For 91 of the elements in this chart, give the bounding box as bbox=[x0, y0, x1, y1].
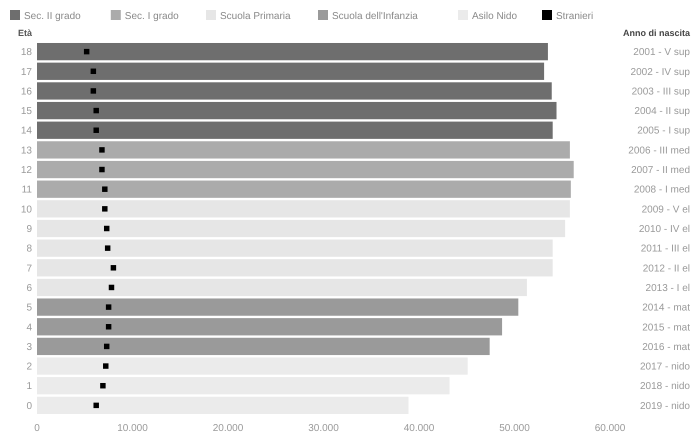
point bbox=[90, 68, 96, 74]
x-tick-label: 60.000 bbox=[594, 423, 626, 434]
point bbox=[102, 206, 108, 212]
y-tick-label: 1 bbox=[26, 381, 32, 392]
bar bbox=[37, 278, 527, 296]
y2-tick-label: 2009 - V el bbox=[642, 204, 690, 216]
y2-tick-label: 2010 - IV el bbox=[638, 224, 690, 235]
y2-tick-label: 2014 - mat bbox=[642, 302, 690, 314]
y-tick-label: 8 bbox=[26, 244, 32, 255]
y-tick-label: 12 bbox=[20, 165, 32, 176]
point bbox=[93, 128, 99, 133]
bar bbox=[37, 240, 553, 257]
legend-label: Scuola Primaria bbox=[220, 11, 292, 22]
y-tick-label: 7 bbox=[26, 263, 32, 274]
y-tick-label: 13 bbox=[20, 145, 32, 156]
legend-label: Asilo Nido bbox=[472, 11, 518, 22]
bar bbox=[37, 298, 518, 316]
point bbox=[100, 382, 106, 388]
bar bbox=[37, 62, 544, 80]
y-tick-label: 5 bbox=[26, 302, 32, 314]
y2-tick-label: 2006 - III med bbox=[628, 145, 690, 156]
bar bbox=[37, 377, 450, 394]
y2-tick-label: 2008 - I med bbox=[634, 184, 690, 196]
y-tick-label: 9 bbox=[26, 224, 32, 235]
legend-label: Stranieri bbox=[556, 11, 594, 22]
point bbox=[106, 324, 112, 330]
y-tick-label: 18 bbox=[20, 47, 32, 58]
bar bbox=[37, 82, 552, 100]
point bbox=[93, 108, 99, 114]
bar bbox=[37, 200, 570, 218]
bar bbox=[37, 318, 502, 336]
y2-tick-label: 2007 - II med bbox=[631, 165, 690, 176]
point bbox=[104, 245, 110, 251]
legend-label: Scuola dell'Infanzia bbox=[332, 11, 418, 22]
bar bbox=[37, 220, 566, 238]
point bbox=[84, 48, 90, 54]
y2-tick-label: 2004 - II sup bbox=[634, 106, 690, 118]
x-tick-label: 20.000 bbox=[212, 423, 244, 434]
x-tick-label: 0 bbox=[34, 423, 40, 434]
point bbox=[110, 265, 116, 271]
point bbox=[104, 226, 110, 232]
point bbox=[102, 186, 108, 192]
point bbox=[106, 304, 112, 310]
bar bbox=[37, 160, 574, 178]
y-tick-label: 2 bbox=[26, 362, 32, 373]
y-axis-title: Età bbox=[18, 28, 33, 38]
y-tick-label: 10 bbox=[20, 204, 32, 216]
y2-tick-label: 2017 - nido bbox=[640, 362, 690, 373]
y2-tick-label: 2015 - mat bbox=[642, 322, 690, 334]
y2-tick-label: 2012 - II el bbox=[642, 263, 690, 274]
point bbox=[103, 363, 108, 369]
y-tick-label: 17 bbox=[20, 66, 32, 78]
y-tick-label: 3 bbox=[26, 342, 32, 353]
y2-tick-label: 2018 - nido bbox=[640, 381, 690, 392]
bar bbox=[37, 42, 548, 60]
point bbox=[99, 166, 105, 172]
x-tick-label: 30.000 bbox=[308, 423, 340, 434]
y-tick-label: 4 bbox=[26, 322, 32, 334]
y-tick-label: 16 bbox=[20, 86, 32, 98]
bar bbox=[37, 338, 490, 356]
y-tick-label: 6 bbox=[26, 282, 32, 294]
point bbox=[93, 402, 99, 408]
point bbox=[90, 88, 96, 94]
bar bbox=[37, 122, 553, 139]
y2-tick-label: 2002 - IV sup bbox=[630, 66, 690, 78]
point bbox=[108, 284, 114, 290]
bar bbox=[37, 102, 557, 120]
point bbox=[104, 344, 110, 350]
y2-tick-label: 2013 - I el bbox=[646, 282, 690, 294]
x-tick-label: 40.000 bbox=[404, 423, 435, 434]
x-tick-label: 50.000 bbox=[499, 423, 530, 434]
point bbox=[99, 147, 105, 153]
y2-tick-label: 2011 - III el bbox=[640, 244, 690, 255]
x-tick-label: 10.000 bbox=[117, 423, 148, 434]
y2-tick-label: 2019 - nido bbox=[640, 400, 690, 412]
y-tick-label: 15 bbox=[20, 106, 32, 118]
legend-label: Sec. I grado bbox=[124, 11, 180, 22]
y-tick-label: 14 bbox=[20, 126, 32, 137]
bar bbox=[37, 259, 553, 276]
y2-tick-label: 2003 - III sup bbox=[632, 86, 690, 98]
bar bbox=[37, 396, 408, 414]
y2-tick-label: 2016 - mat bbox=[642, 342, 690, 353]
y2-tick-label: 2001 - V sup bbox=[633, 47, 690, 58]
y2-tick-label: 2005 - I sup bbox=[637, 126, 690, 137]
y-tick-label: 11 bbox=[22, 184, 32, 196]
legend-label: Sec. II grado bbox=[24, 11, 82, 22]
y2-axis-title: Anno di nascita bbox=[622, 28, 691, 38]
bar bbox=[37, 141, 570, 159]
bar bbox=[37, 357, 468, 375]
y-tick-label: 0 bbox=[26, 400, 32, 412]
bar bbox=[37, 180, 571, 198]
